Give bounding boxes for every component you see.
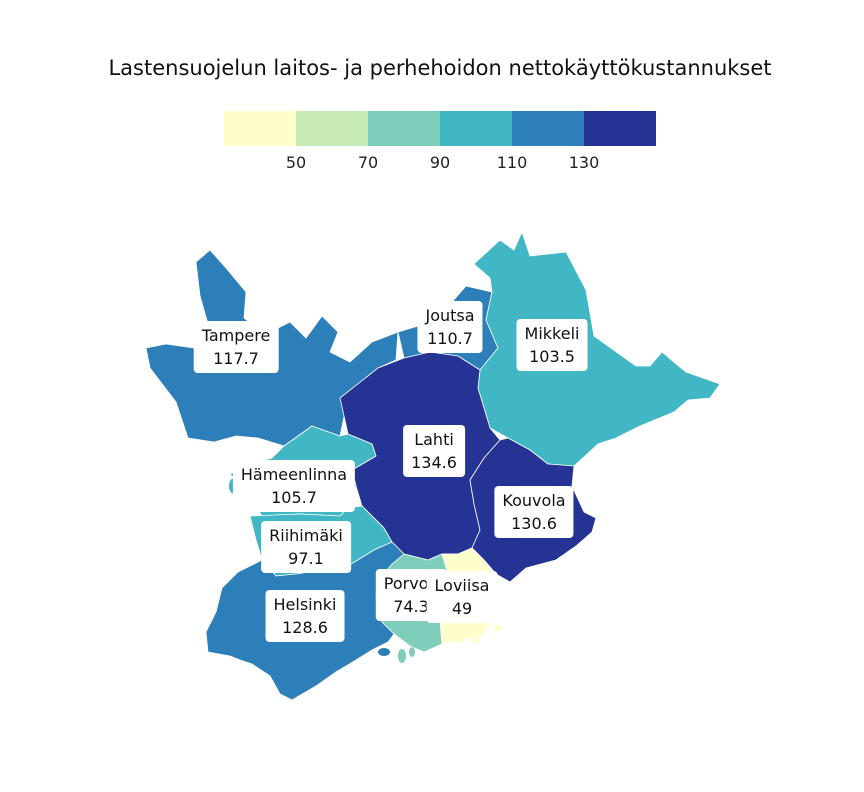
label-lahti-value: 134.6 [411, 453, 457, 472]
legend-tick: 90 [429, 153, 451, 172]
label-kouvola-name: Kouvola [502, 491, 566, 510]
label-riihimaki: Riihimäki 97.1 [261, 521, 351, 573]
label-mikkeli: Mikkeli 103.5 [516, 319, 588, 371]
label-joutsa-name: Joutsa [425, 306, 475, 325]
label-mikkeli-name: Mikkeli [524, 324, 580, 343]
legend-swatch-4 [512, 111, 584, 146]
legend-tick: 110 [496, 153, 528, 172]
legend-tick: 50 [285, 153, 307, 172]
legend-swatch-1 [296, 111, 368, 146]
label-joutsa-value: 110.7 [427, 329, 473, 348]
label-kouvola: Kouvola 130.6 [494, 486, 574, 538]
label-loviisa-name: Loviisa [434, 576, 490, 595]
label-mikkeli-value: 103.5 [529, 347, 575, 366]
label-lahti-name: Lahti [414, 430, 454, 449]
map-title: Lastensuojelun laitos- ja perhehoidon ne… [108, 56, 772, 80]
label-hameenlinna-name: Hämeenlinna [240, 465, 348, 484]
label-lahti: Lahti 134.6 [403, 425, 465, 477]
legend-tick: 130 [568, 153, 600, 172]
label-helsinki-value: 128.6 [282, 618, 328, 637]
label-loviisa-value: 49 [451, 599, 473, 618]
label-riihimaki-value: 97.1 [288, 549, 324, 568]
label-joutsa: Joutsa 110.7 [417, 301, 483, 353]
legend-swatch-5 [584, 111, 656, 146]
island [378, 648, 390, 656]
island [455, 637, 465, 643]
island [494, 625, 502, 631]
legend-swatch-2 [368, 111, 440, 146]
island [409, 647, 415, 657]
label-tampere-value: 117.7 [213, 349, 259, 368]
legend-tick: 70 [357, 153, 379, 172]
label-loviisa: Loviisa 49 [426, 571, 498, 623]
label-tampere: Tampere 117.7 [193, 321, 279, 373]
label-hameenlinna: Hämeenlinna 105.7 [232, 460, 356, 512]
island [398, 649, 406, 663]
color-legend [224, 111, 656, 146]
label-porvoo-value: 74.3 [393, 597, 429, 616]
label-kouvola-value: 130.6 [511, 514, 557, 533]
label-hameenlinna-value: 105.7 [271, 488, 317, 507]
label-riihimaki-name: Riihimäki [269, 526, 343, 545]
label-helsinki-name: Helsinki [273, 595, 337, 614]
label-tampere-name: Tampere [201, 326, 271, 345]
legend-swatch-3 [440, 111, 512, 146]
label-porvoo-name: Porvoo [383, 574, 439, 593]
island [472, 637, 480, 643]
label-helsinki: Helsinki 128.6 [265, 590, 345, 642]
legend-swatch-0 [224, 111, 296, 146]
region-mikkeli[interactable] [473, 231, 721, 467]
